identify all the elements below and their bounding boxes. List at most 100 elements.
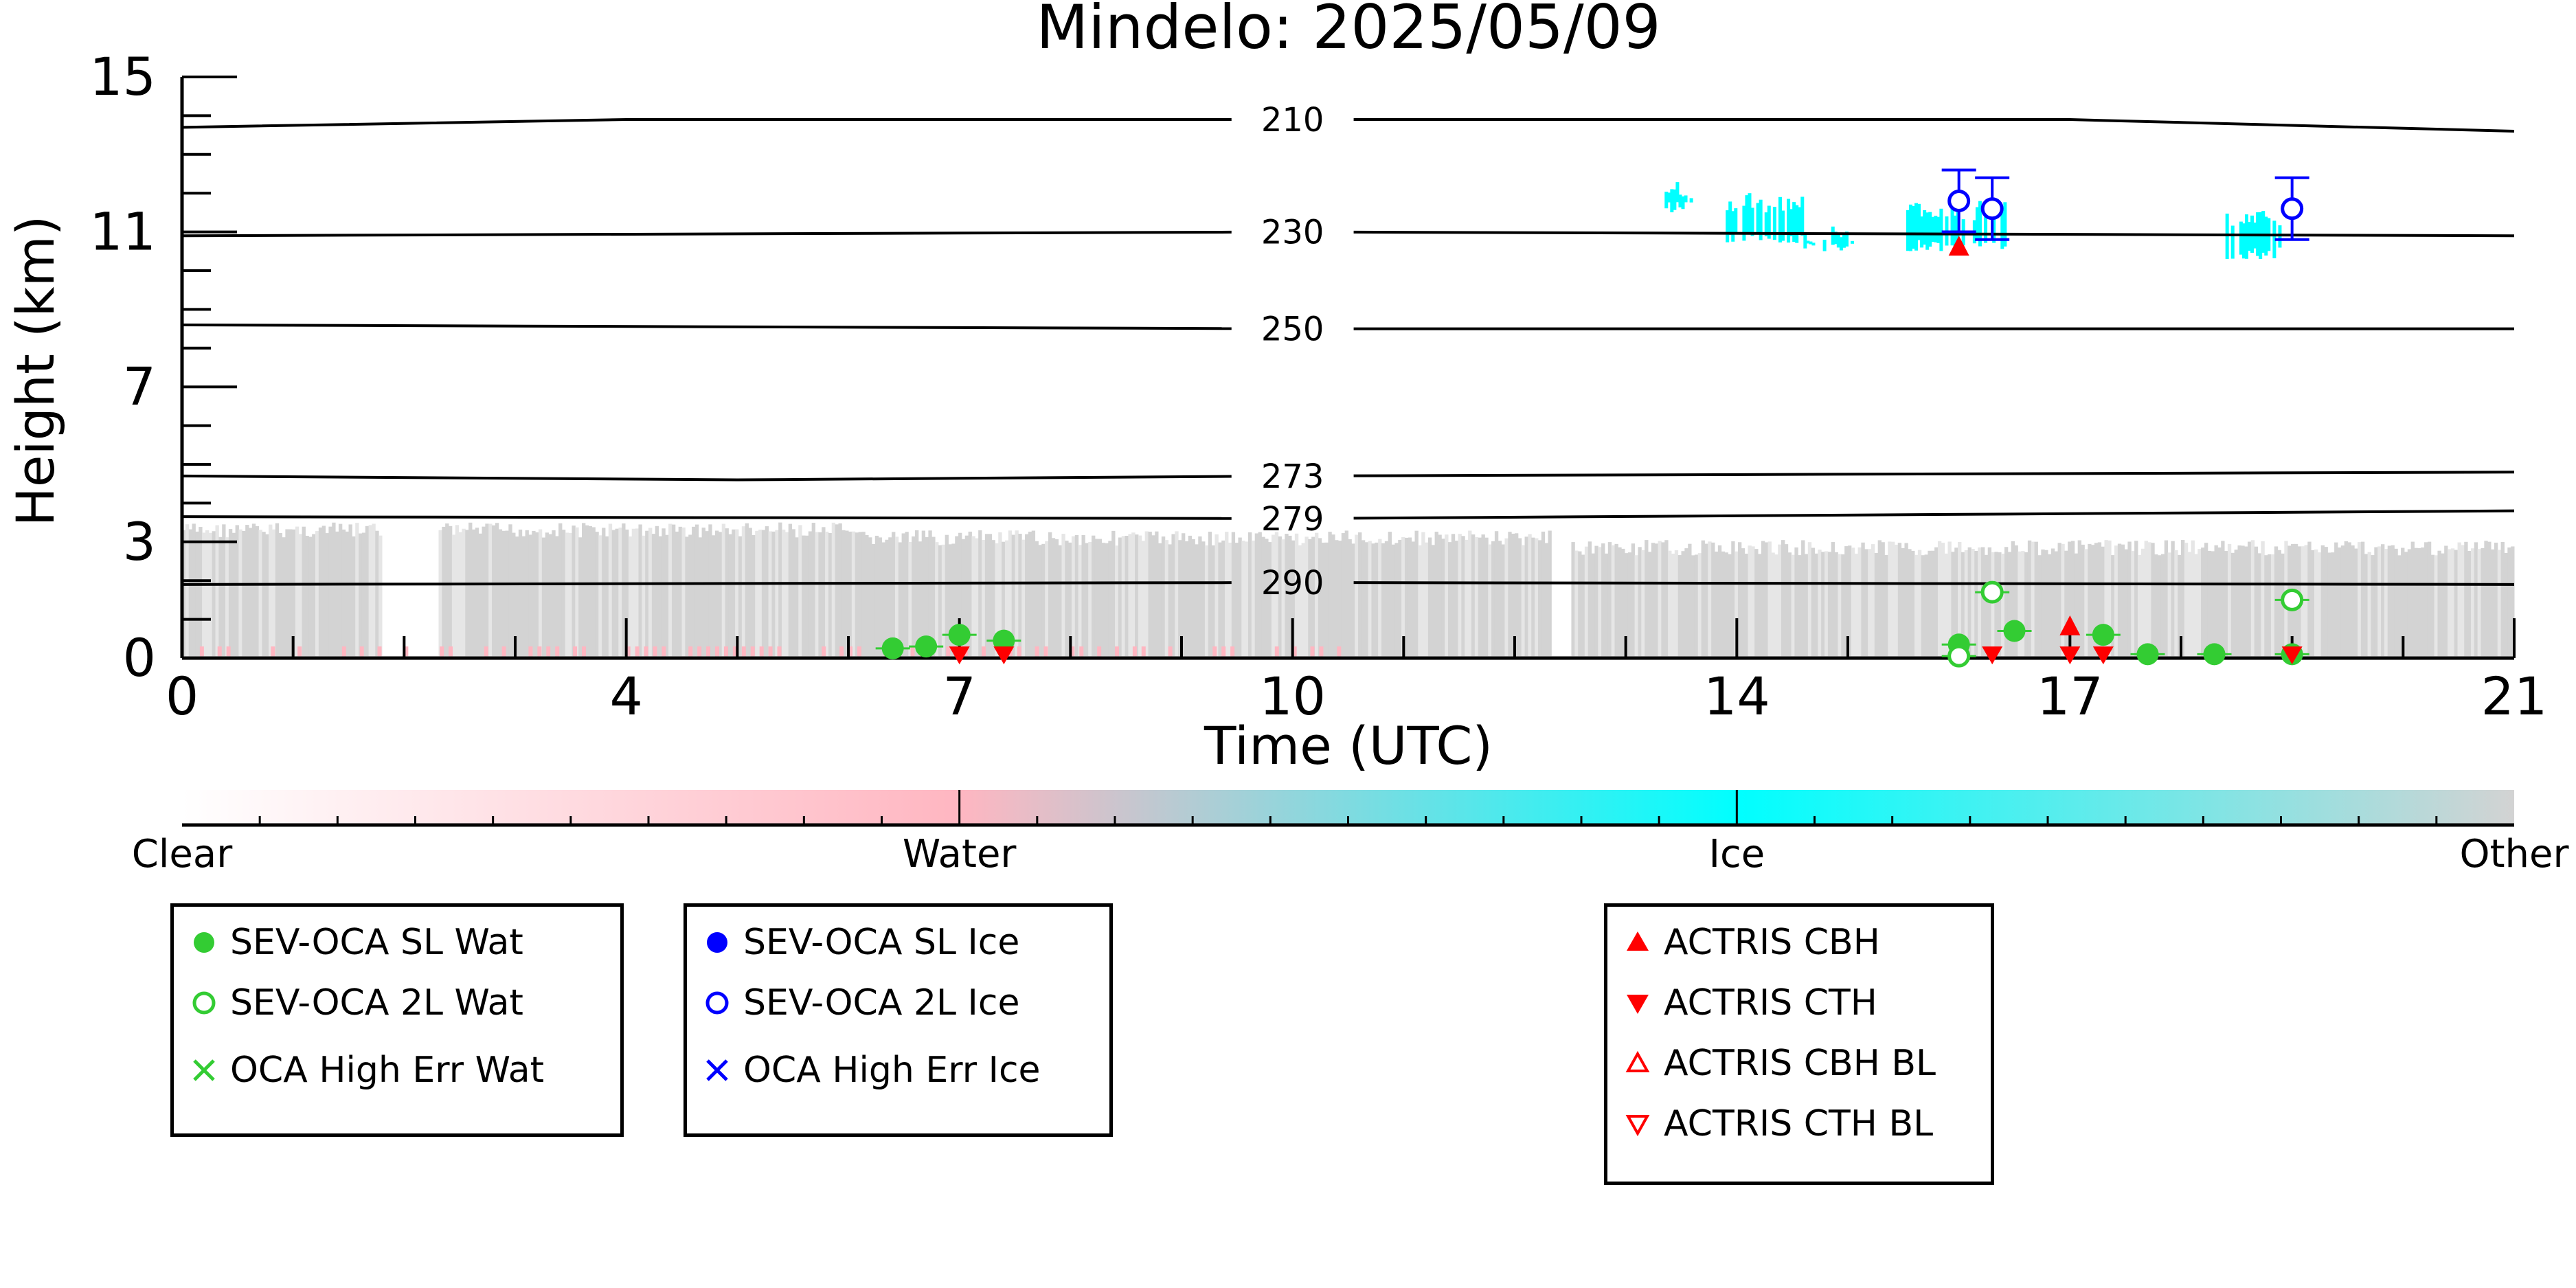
other-texture-column (302, 526, 306, 657)
other-texture-column (2204, 543, 2208, 657)
other-texture-column (701, 528, 705, 657)
other-texture-column (815, 532, 819, 657)
other-texture-column (1681, 551, 1685, 657)
other-texture-column (2351, 545, 2355, 657)
other-texture-column (1664, 540, 1669, 657)
other-texture-column (465, 530, 469, 657)
other-texture-column (2421, 547, 2425, 657)
other-texture-column (888, 537, 892, 657)
other-texture-column (449, 526, 453, 657)
other-texture-column (535, 532, 539, 657)
other-texture-column (325, 533, 329, 657)
other-texture-column (2044, 550, 2048, 657)
data-markers (875, 168, 2309, 668)
other-texture-column (725, 528, 729, 657)
other-texture-column (2178, 554, 2182, 657)
other-texture-column (1221, 540, 1225, 657)
other-texture-column (1108, 541, 1112, 657)
x-axis-label: Time (UTC) (1204, 715, 1493, 776)
other-texture-column (808, 531, 813, 657)
other-texture-column (2117, 543, 2122, 657)
water-texture-cell (910, 646, 915, 657)
other-texture-column (2014, 545, 2018, 657)
other-texture-column (482, 526, 486, 657)
other-texture-column (995, 543, 999, 657)
other-texture-column (451, 534, 456, 657)
other-texture-column (598, 535, 602, 657)
isotherm-label: 230 (1261, 214, 1324, 252)
other-texture-column (2461, 545, 2465, 657)
other-texture-column (218, 536, 223, 657)
other-texture-column (1461, 536, 1465, 657)
other-texture-column (1618, 547, 1622, 657)
ice-texture-column (1778, 196, 1782, 242)
other-texture-column (1621, 548, 1625, 657)
marker-triangle-up (2059, 615, 2081, 635)
other-texture-column (518, 529, 523, 657)
other-texture-column (1737, 542, 1742, 657)
ice-texture-column (2230, 225, 2235, 259)
other-texture-column (275, 523, 280, 657)
other-texture-column (1954, 547, 1958, 657)
other-texture-column (1071, 536, 1076, 657)
other-texture-column (675, 531, 679, 657)
marker-filled-circle (993, 629, 1015, 652)
other-texture-column (2424, 542, 2428, 657)
other-texture-column (1414, 530, 1419, 657)
other-texture-column (2007, 552, 2012, 657)
other-texture-column (1728, 554, 1732, 657)
ice-texture-column (2003, 202, 2007, 247)
other-texture-column (1138, 535, 1142, 657)
other-texture-column (2254, 546, 2259, 657)
other-texture-column (2037, 555, 2042, 657)
other-texture-column (825, 532, 829, 657)
other-texture-column (2101, 546, 2105, 657)
other-texture-column (645, 530, 649, 657)
other-texture-column (2140, 548, 2145, 657)
water-texture-cell (1221, 646, 1226, 657)
other-texture-column (1778, 544, 1782, 657)
other-texture-column (1641, 550, 1645, 657)
water-texture-cell (946, 646, 951, 657)
other-texture-column (1904, 543, 1908, 657)
other-texture-column (1701, 540, 1705, 657)
marker-open-circle (1980, 197, 2004, 221)
other-texture-column (1581, 554, 1585, 657)
other-texture-column (688, 534, 692, 657)
other-texture-column (1634, 555, 1638, 657)
other-texture-column (2091, 545, 2095, 657)
other-texture-column (1368, 541, 1372, 657)
open-circle-icon (705, 991, 729, 1015)
other-texture-column (1451, 534, 1456, 657)
other-texture-column (1877, 540, 1882, 657)
other-texture-column (2474, 542, 2478, 657)
other-texture-column (1891, 541, 1895, 657)
other-texture-column (1281, 539, 1285, 657)
other-texture-column (1188, 535, 1193, 657)
other-texture-column (1807, 542, 1812, 657)
other-texture-column (1358, 532, 1362, 657)
other-texture-column (328, 526, 332, 657)
other-texture-column (928, 530, 932, 657)
other-texture-column (235, 525, 239, 657)
water-texture-cell (982, 646, 986, 657)
other-texture-column (605, 536, 609, 657)
legend-actris: ACTRIS CBH ACTRIS CTH ACTRIS CBH BL ACTR… (1604, 903, 1994, 1185)
other-texture-column (515, 536, 519, 657)
other-texture-column (1578, 551, 1582, 657)
other-texture-column (1388, 532, 1392, 657)
isotherm-line (1353, 509, 2515, 520)
other-texture-column (1668, 550, 1672, 657)
other-texture-column (984, 534, 989, 657)
other-texture-column (318, 527, 323, 657)
other-texture-column (2311, 550, 2315, 657)
other-texture-column (1288, 535, 1292, 657)
open-triangle-down-icon (1625, 1115, 1650, 1137)
other-texture-column (478, 533, 482, 657)
other-texture-column (182, 530, 186, 657)
other-texture-column (495, 523, 499, 657)
other-texture-column (1164, 540, 1169, 657)
other-texture-column (1801, 540, 1805, 657)
other-texture-column (638, 524, 642, 657)
